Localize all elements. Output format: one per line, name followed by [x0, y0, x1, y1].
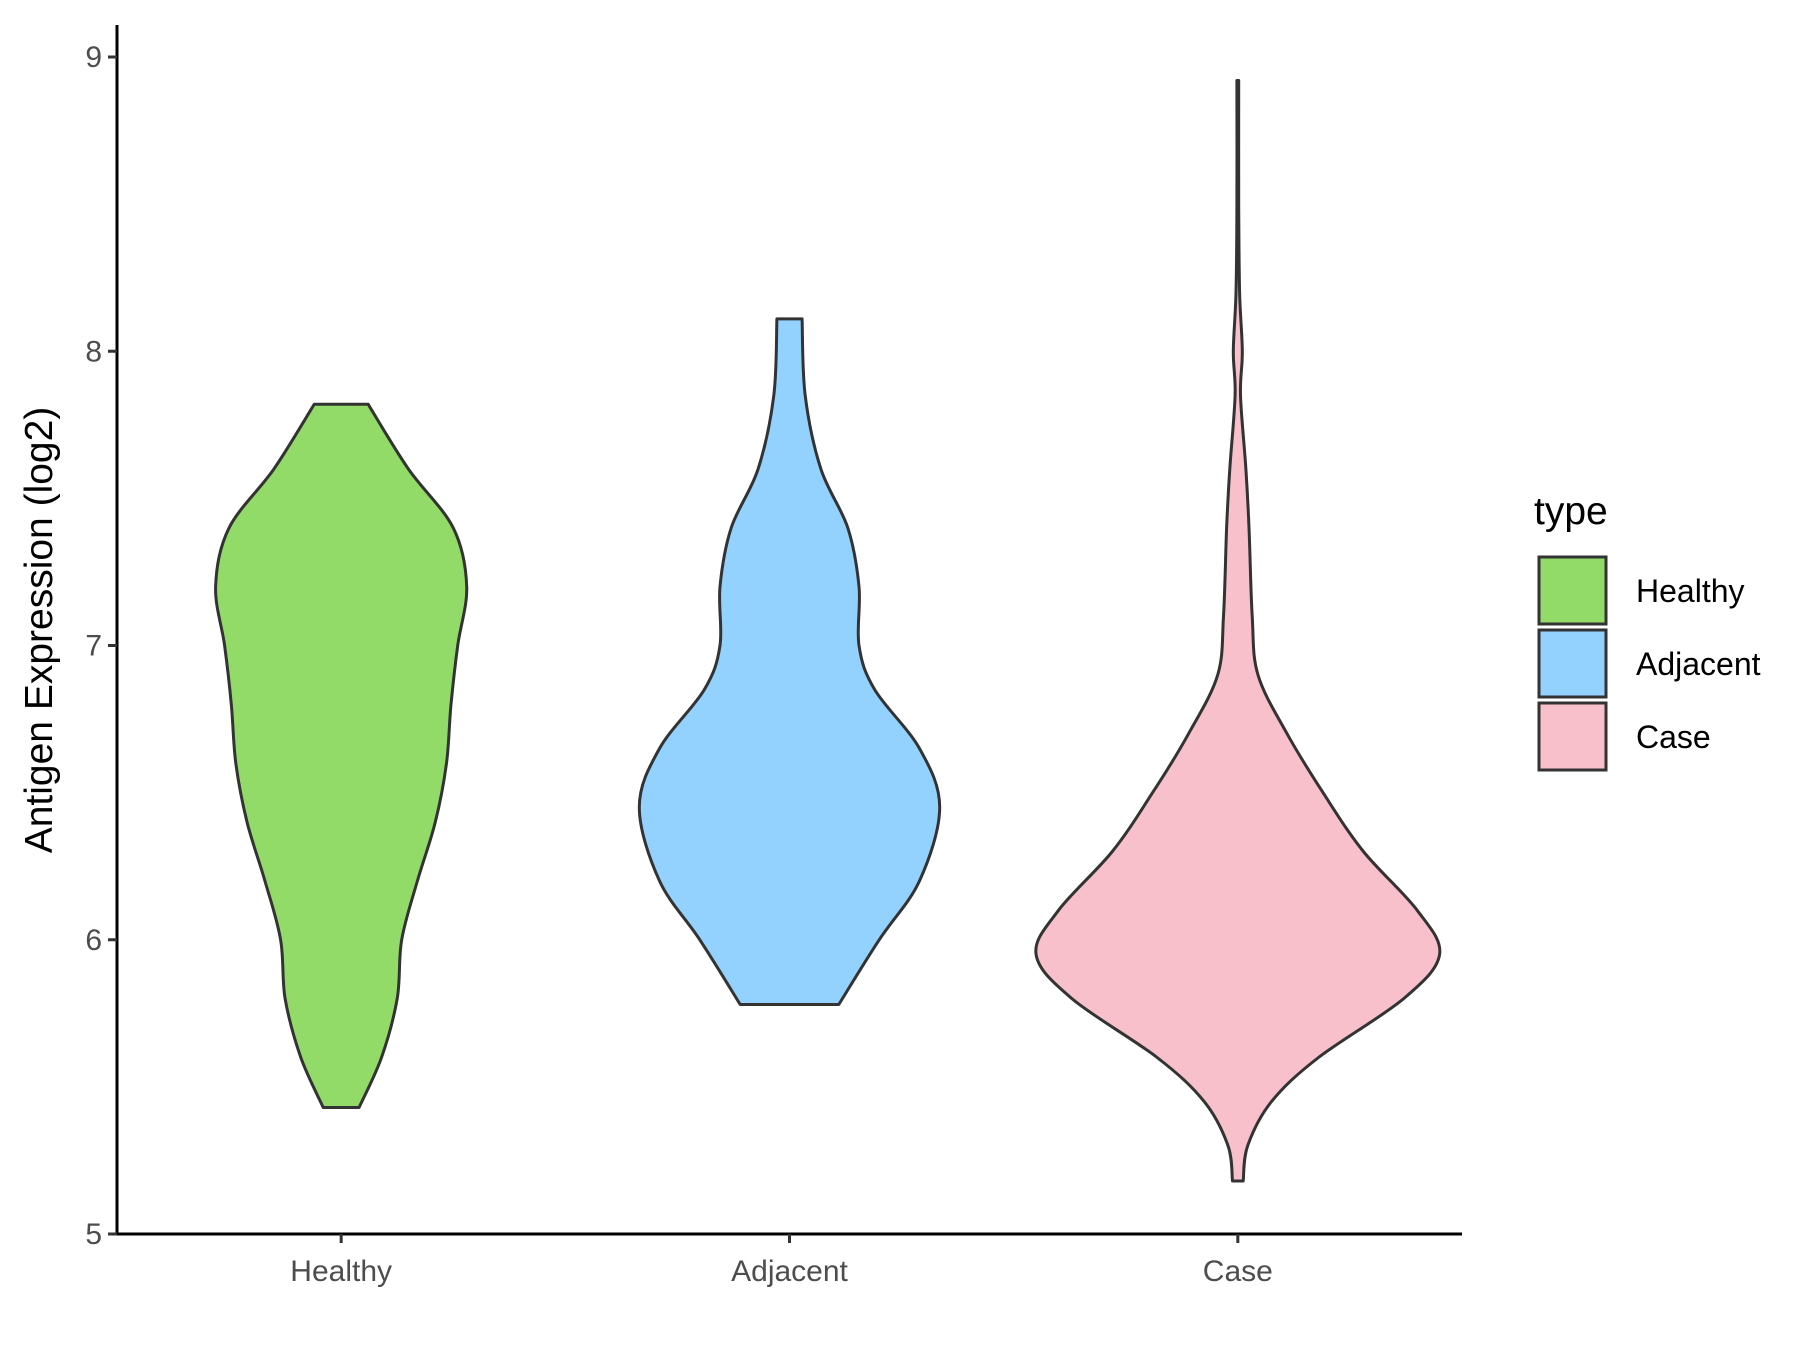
y-axis-title: Antigen Expression (log2)	[18, 407, 61, 854]
violin-healthy	[214, 402, 469, 1109]
y-tick-label: 7	[85, 630, 102, 663]
violins-layer	[214, 79, 1442, 1183]
legend-swatch-healthy	[1537, 555, 1608, 626]
y-tick-label: 5	[85, 1218, 102, 1251]
legend-swatch-adjacent	[1537, 628, 1608, 699]
legend-label-adjacent: Adjacent	[1636, 646, 1761, 682]
x-axis-ticks: Healthy Adjacent Case	[290, 1234, 1273, 1288]
legend-title: type	[1534, 490, 1608, 533]
x-tick-label: Adjacent	[731, 1255, 848, 1288]
violin-adjacent	[637, 317, 942, 1006]
legend-swatch-case	[1537, 701, 1608, 772]
legend: type Healthy Adjacent Case	[1534, 490, 1761, 772]
y-tick-label: 6	[85, 924, 102, 957]
violin-case	[1034, 79, 1442, 1183]
y-tick-label: 9	[85, 41, 102, 74]
legend-items: Healthy Adjacent Case	[1537, 555, 1761, 772]
x-tick-label: Case	[1203, 1255, 1273, 1288]
y-tick-label: 8	[85, 335, 102, 368]
legend-label-healthy: Healthy	[1636, 573, 1745, 609]
x-tick-label: Healthy	[290, 1255, 392, 1288]
y-axis-ticks: 5 6 7 8 9	[85, 41, 117, 1251]
legend-label-case: Case	[1636, 719, 1711, 755]
